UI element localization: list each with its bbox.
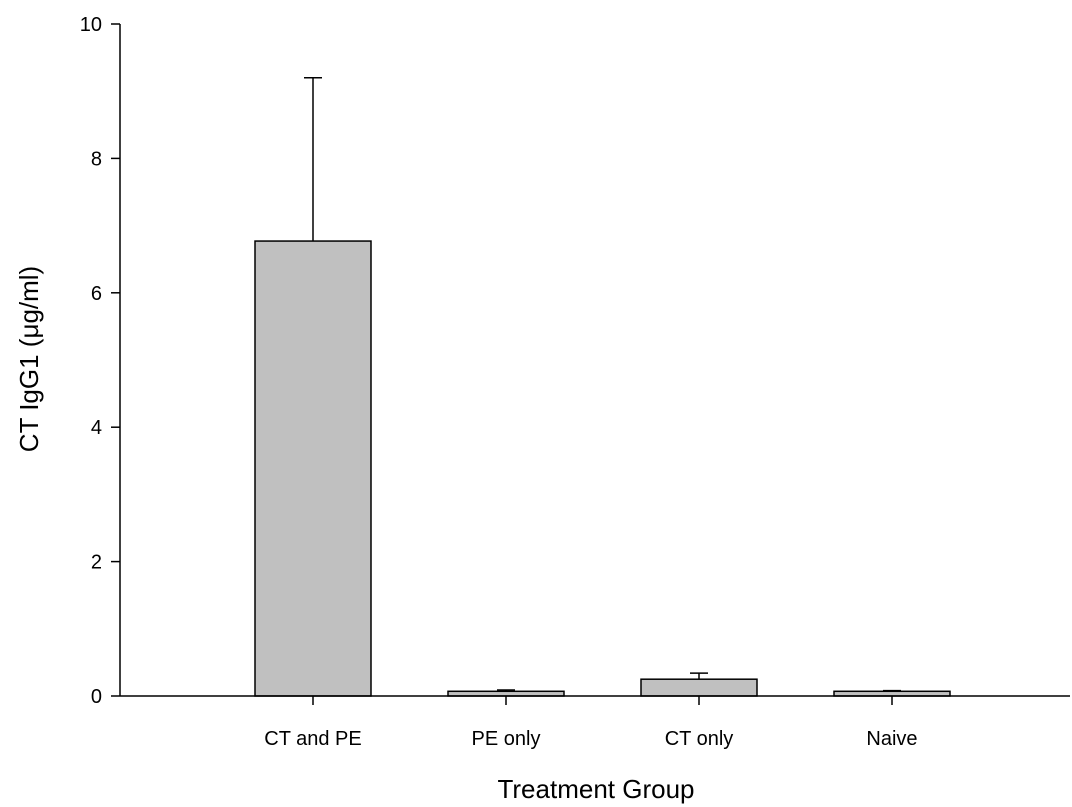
bar-ct-only xyxy=(640,678,758,697)
y-tick-label: 8 xyxy=(91,148,102,170)
x-tick-label: CT only xyxy=(665,728,734,750)
plot-area: CT and PE PE only CT only Naive 0 2 4 6 8 10 xyxy=(80,14,1070,750)
y-axis-title: CT IgG1 (μg/ml) xyxy=(14,266,44,452)
x-tick-label: Naive xyxy=(866,728,917,750)
y-tick-label: 10 xyxy=(80,14,102,36)
x-axis-title: Treatment Group xyxy=(497,774,694,804)
y-tick-label: 6 xyxy=(91,283,102,305)
y-tick-label: 4 xyxy=(91,417,102,439)
y-tick-label: 0 xyxy=(91,686,102,708)
y-tick-label: 2 xyxy=(91,552,102,574)
bar-ct-and-pe xyxy=(254,240,372,697)
x-tick-label: CT and PE xyxy=(264,728,361,750)
x-tick-label: PE only xyxy=(472,728,541,750)
